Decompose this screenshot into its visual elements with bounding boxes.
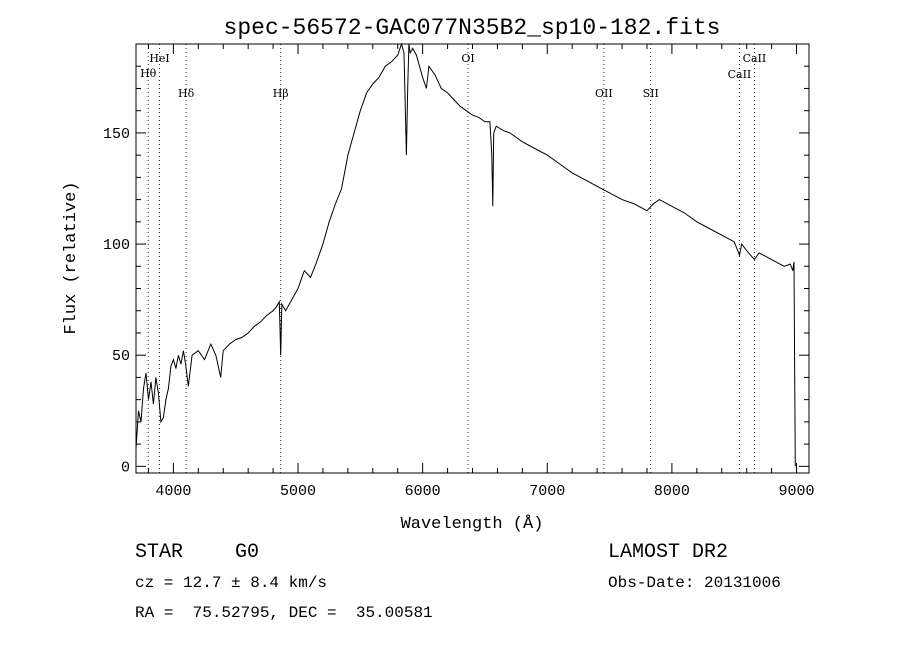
line-marker-label: SII xyxy=(643,87,659,100)
survey-name: LAMOST DR2 xyxy=(608,541,729,564)
x-tick-label: 7000 xyxy=(529,483,565,500)
spectral-subclass: G0 xyxy=(235,541,260,564)
spectrum-line xyxy=(135,42,796,467)
line-marker-label: Hβ xyxy=(273,87,289,100)
y-tick-label: 150 xyxy=(103,126,130,143)
observation-date: Obs-Date: 20131006 xyxy=(608,574,781,592)
x-tick-label: 8000 xyxy=(654,483,690,500)
line-marker-label: CaII xyxy=(728,68,752,81)
coordinates: RA = 75.52795, DEC = 35.00581 xyxy=(135,604,433,622)
plot-frame xyxy=(135,43,810,474)
y-tick-label: 50 xyxy=(112,348,130,365)
y-tick-label: 0 xyxy=(121,459,130,476)
line-marker-label: Hδ xyxy=(178,87,195,100)
x-tick-label: 4000 xyxy=(155,483,191,500)
y-tick-label: 100 xyxy=(103,237,130,254)
plot-area: 4000 5000 6000 7000 8000 9000 0 50 100 150 Hθ HeI Hδ… xyxy=(103,42,815,500)
x-tick-label: 6000 xyxy=(405,483,441,500)
object-type: STAR xyxy=(135,541,184,564)
line-marker-label: OII xyxy=(595,87,613,100)
x-tick-label: 9000 xyxy=(779,483,815,500)
line-marker-label: OI xyxy=(461,52,474,65)
x-axis-label: Wavelength (Å) xyxy=(401,515,544,534)
line-marker-label: Hθ xyxy=(140,67,157,80)
x-tick-label: 5000 xyxy=(280,483,316,500)
line-marker-label: CaII xyxy=(743,52,767,65)
line-marker-label: HeI xyxy=(149,52,169,65)
y-axis-label: Flux (relative) xyxy=(62,181,81,334)
chart-title: spec-56572-GAC077N35B2_sp10-182.fits xyxy=(224,15,721,41)
redshift-cz: cz = 12.7 ± 8.4 km/s xyxy=(135,574,328,592)
